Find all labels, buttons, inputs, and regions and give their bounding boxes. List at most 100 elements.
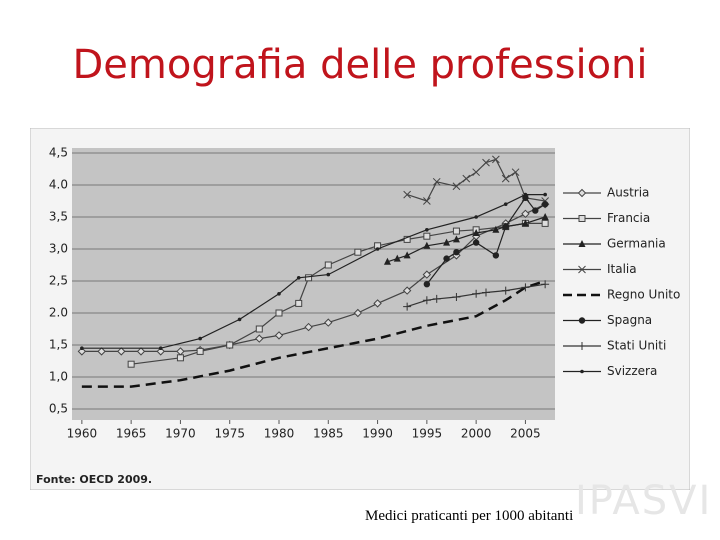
x-tick-label: 2000 <box>461 427 492 441</box>
marker <box>393 254 401 262</box>
marker <box>541 213 549 220</box>
legend-label: Italia <box>607 262 637 276</box>
x-tick-label: 1975 <box>214 427 245 441</box>
marker <box>532 207 539 214</box>
marker <box>472 229 480 236</box>
marker <box>541 280 550 289</box>
marker <box>117 347 126 356</box>
plot-area <box>72 148 555 420</box>
marker <box>472 289 481 298</box>
marker <box>402 286 412 295</box>
y-tick-label: 4.0 <box>49 178 68 192</box>
marker <box>326 272 331 277</box>
marker <box>136 347 146 356</box>
marker <box>97 347 106 356</box>
marker <box>425 228 429 232</box>
legend-item: Francia <box>563 211 650 225</box>
caption: Medici praticanti per 1000 abitanti <box>365 508 574 524</box>
y-tick-label: 1,0 <box>49 370 68 384</box>
marker <box>403 190 411 199</box>
slide-title: Demografia delle professioni <box>72 42 648 88</box>
x-tick-label: 1995 <box>412 427 443 441</box>
marker <box>521 283 530 292</box>
marker <box>522 194 529 201</box>
marker <box>176 354 184 362</box>
marker <box>482 288 490 297</box>
legend-item: Spagna <box>563 313 652 327</box>
marker <box>196 347 204 355</box>
source: Fonte: OECD 2009. <box>36 473 152 486</box>
marker <box>578 265 586 274</box>
marker <box>375 247 380 251</box>
marker <box>523 192 528 197</box>
y-tick-label: 3,5 <box>49 210 68 224</box>
marker <box>472 239 480 246</box>
marker <box>255 325 263 333</box>
y-tick-label: 2.0 <box>49 306 68 320</box>
marker <box>503 202 508 206</box>
marker <box>226 341 234 349</box>
marker <box>492 252 500 259</box>
series-line <box>406 158 546 202</box>
x-tick-label: 1960 <box>67 427 98 441</box>
marker <box>158 346 163 350</box>
marker <box>373 299 382 308</box>
marker <box>502 223 509 230</box>
marker <box>77 347 87 356</box>
marker <box>474 215 478 219</box>
marker <box>462 174 471 183</box>
marker <box>521 219 529 227</box>
y-tick-label: 0,5 <box>49 402 68 416</box>
x-tick-label: 1965 <box>116 427 147 441</box>
marker <box>296 276 301 280</box>
marker <box>578 240 586 247</box>
marker <box>492 155 500 164</box>
marker <box>304 322 313 332</box>
marker <box>578 342 586 350</box>
marker <box>423 281 431 288</box>
marker <box>501 286 510 295</box>
legend-label: Austria <box>607 186 649 200</box>
legend-item: Regno Unito <box>563 288 680 302</box>
series-line <box>81 279 546 388</box>
chart: Fonte: OECD 2009. 0,5 1,0 1,5 2.0 2,5 3,0 3,5 4… <box>30 128 690 490</box>
marker <box>472 168 480 177</box>
legend-item: Austria <box>563 186 649 200</box>
marker <box>541 201 549 208</box>
legend-item: Germania <box>563 237 666 251</box>
logo: IPASVI <box>575 478 713 524</box>
legend-label: Francia <box>607 211 650 225</box>
marker <box>275 309 283 317</box>
marker <box>324 261 332 269</box>
marker <box>354 248 362 256</box>
marker <box>432 294 441 303</box>
x-tick-label: 1980 <box>264 427 295 441</box>
marker <box>198 336 202 341</box>
marker <box>577 188 587 198</box>
series-line <box>131 222 546 365</box>
marker <box>443 238 451 246</box>
legend-label: Spagna <box>607 313 652 327</box>
marker <box>452 227 460 235</box>
marker <box>423 241 431 249</box>
marker <box>423 232 431 240</box>
marker <box>127 360 135 368</box>
marker <box>383 257 391 265</box>
marker <box>580 369 584 374</box>
legend-item: Stati Uniti <box>563 339 666 353</box>
marker <box>277 292 281 296</box>
marker <box>578 317 586 324</box>
legend-label: Regno Unito <box>607 288 680 302</box>
marker <box>237 317 242 322</box>
legend-item: Svizzera <box>563 364 657 378</box>
x-tick-label: 1990 <box>362 427 393 441</box>
marker <box>492 225 500 233</box>
marker <box>255 334 264 343</box>
marker <box>80 346 84 350</box>
marker <box>403 302 412 311</box>
marker <box>452 235 460 243</box>
legend-label: Germania <box>607 237 666 251</box>
marker <box>482 158 490 167</box>
marker <box>453 249 460 256</box>
